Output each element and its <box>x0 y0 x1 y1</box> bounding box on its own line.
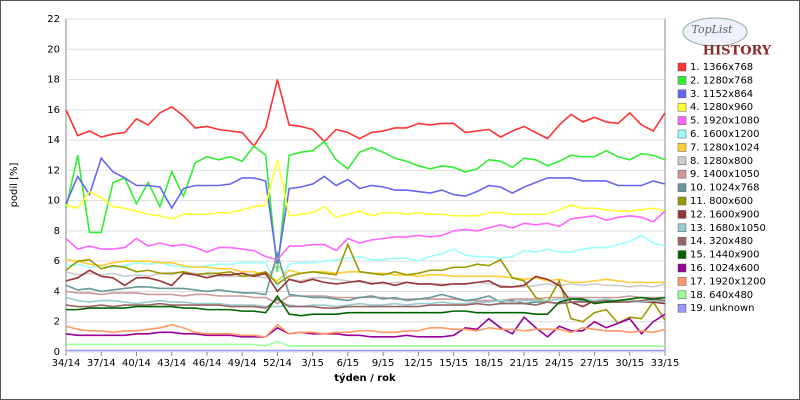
series-line <box>65 313 666 338</box>
x-tick-label: 34/14 <box>52 358 81 369</box>
y-tick-label: 14 <box>47 135 60 146</box>
series-line <box>65 79 666 148</box>
legend-swatch <box>677 183 687 192</box>
y-tick-label: 2 <box>54 317 60 328</box>
y-tick-label: 12 <box>47 165 60 176</box>
legend-swatch <box>677 263 687 273</box>
legend-swatch <box>677 196 687 206</box>
legend-label: 7. 1280x1024 <box>690 142 760 153</box>
series-line <box>65 296 666 308</box>
logo-top: TopList <box>691 23 733 36</box>
legend-swatch <box>677 250 687 259</box>
x-tick-label: 40/14 <box>122 358 151 369</box>
y-tick-label: 18 <box>47 75 60 86</box>
legend-swatch <box>677 169 687 179</box>
legend-swatch <box>677 116 687 125</box>
x-tick-label: 9/15 <box>372 358 394 369</box>
x-tick-label: 49/14 <box>228 358 257 369</box>
legend-swatch <box>677 143 687 152</box>
x-tick-label: 46/14 <box>193 358 222 369</box>
legend-swatch <box>677 277 687 286</box>
x-tick-label: 12/15 <box>404 358 433 369</box>
legend-label: 12. 1600x900 <box>690 209 760 220</box>
legend-label: 17. 1920x1200 <box>690 276 766 287</box>
legend-label: 3. 1152x864 <box>690 89 753 100</box>
x-tick-label: 37/14 <box>87 358 116 369</box>
logo-bottom: HISTORY <box>703 44 772 59</box>
legend-swatch <box>677 290 687 300</box>
y-tick-label: 16 <box>47 105 60 116</box>
x-axis-label: týden / rok <box>334 372 396 384</box>
logo-shape <box>682 17 748 47</box>
legend-label: 15. 1440x900 <box>690 250 760 261</box>
legend-label: 16. 1024x600 <box>690 263 760 274</box>
legend-swatch <box>677 236 687 246</box>
legend-swatch <box>677 62 687 72</box>
legend-label: 19. unknown <box>690 303 755 314</box>
series-line <box>66 340 665 347</box>
legend-label: 13. 1680x1050 <box>690 223 766 234</box>
legend-swatch <box>677 223 687 233</box>
legend-label: 8. 1280x800 <box>690 156 753 167</box>
y-tick-label: 0 <box>54 347 60 358</box>
legend: 1. 1366x768 2. 1280x768 3. 1152x864 4. 1280… <box>677 62 766 314</box>
x-tick-label: 30/15 <box>615 358 644 369</box>
series-line <box>65 298 666 309</box>
x-tick-label: 21/15 <box>510 358 539 369</box>
legend-swatch <box>677 156 687 166</box>
x-tick-label: 27/15 <box>580 358 609 369</box>
legend-label: 1. 1366x768 <box>690 62 753 73</box>
logo: TopList HISTORY <box>682 17 772 59</box>
legend-label: 6. 1600x1200 <box>690 129 760 140</box>
series-line <box>65 159 666 220</box>
y-tick-label: 22 <box>47 14 60 25</box>
legend-label: 18. 640x480 <box>690 290 753 301</box>
y-tick-label: 10 <box>47 196 60 207</box>
legend-swatch <box>677 102 687 112</box>
legend-label: 5. 1920x1080 <box>690 116 760 127</box>
legend-swatch <box>677 210 687 219</box>
legend-label: 9. 1400x1050 <box>690 169 760 180</box>
x-tick-label: 24/15 <box>545 358 574 369</box>
series-line <box>66 294 666 317</box>
series-line <box>65 234 666 289</box>
y-axis-label: podíl [%] <box>8 162 20 207</box>
legend-label: 11. 800x600 <box>690 196 753 207</box>
legend-swatch <box>677 303 687 313</box>
x-tick-label: 33/15 <box>651 358 680 369</box>
series-line <box>65 156 666 265</box>
series-line <box>65 140 666 272</box>
x-tick-label: 52/14 <box>263 358 292 369</box>
x-tick-label: 18/15 <box>474 358 503 369</box>
x-tick-label: 43/14 <box>157 358 186 369</box>
legend-label: 10. 1024x768 <box>690 183 760 194</box>
x-tick-label: 3/15 <box>301 358 323 369</box>
x-tick-label: 6/15 <box>337 358 359 369</box>
series-line <box>65 323 666 338</box>
series-line <box>65 210 666 261</box>
legend-swatch <box>677 129 687 139</box>
y-tick-label: 8 <box>54 226 60 237</box>
series-line <box>65 269 666 308</box>
legend-swatch <box>677 89 687 99</box>
legend-label: 2. 1280x768 <box>690 75 753 86</box>
legend-label: 14. 320x480 <box>690 236 753 247</box>
x-tick-label: 15/15 <box>439 358 468 369</box>
legend-label: 4. 1280x960 <box>690 102 753 113</box>
y-tick-label: 20 <box>47 44 60 55</box>
legend-swatch <box>677 76 687 85</box>
y-tick-label: 6 <box>54 256 60 267</box>
y-tick-label: 4 <box>54 286 60 297</box>
